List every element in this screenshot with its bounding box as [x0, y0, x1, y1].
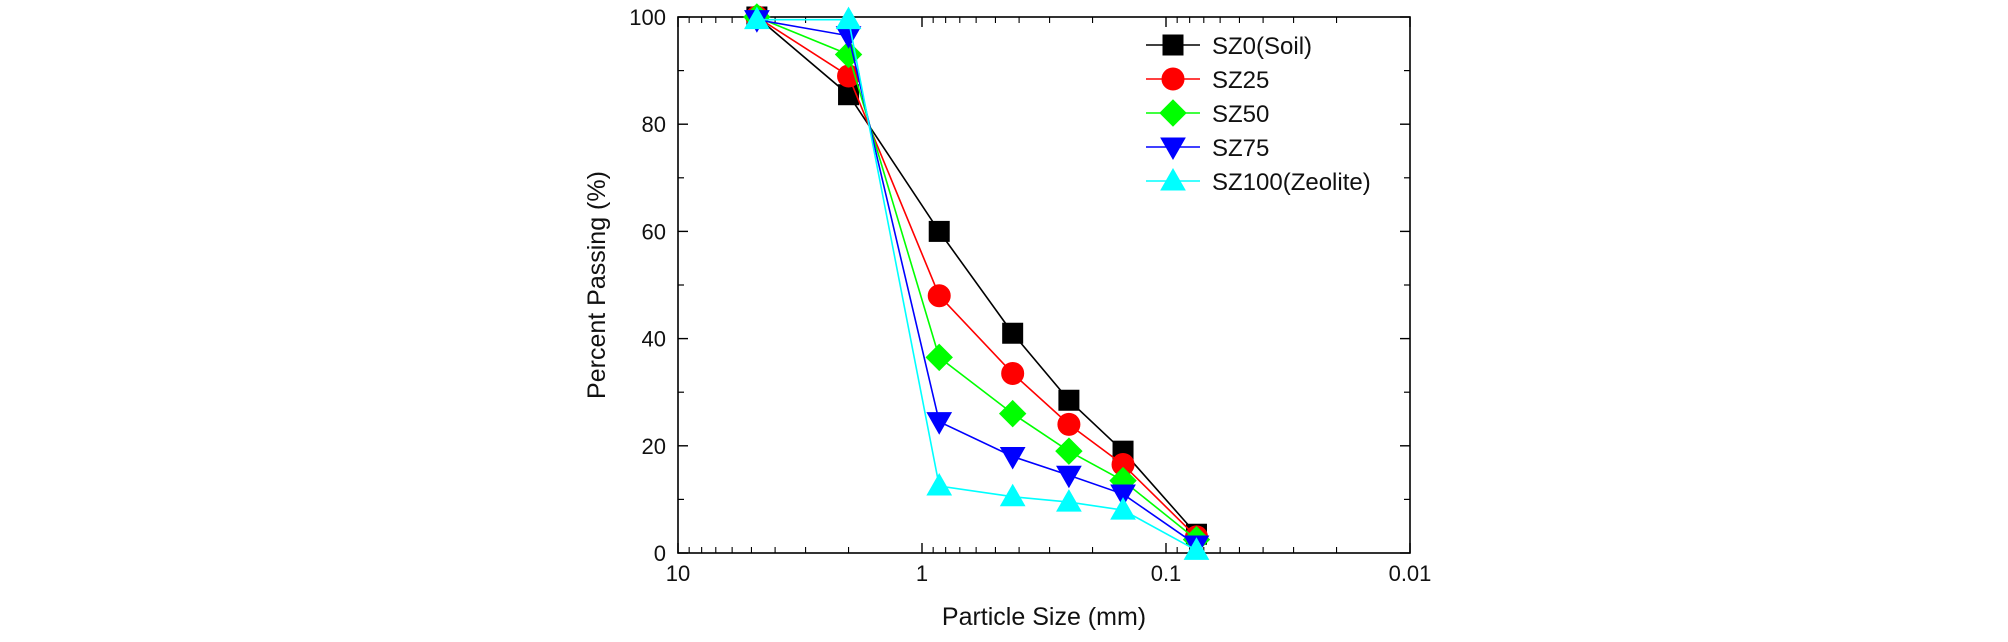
- data-point: [1055, 437, 1083, 465]
- series-group: [744, 6, 1210, 560]
- data-point: [926, 412, 953, 435]
- y-tick-label: 100: [629, 5, 666, 30]
- legend-label: SZ25: [1212, 67, 1269, 94]
- y-tick-label: 80: [642, 112, 666, 137]
- data-point: [1058, 389, 1080, 411]
- legend-marker: [1161, 67, 1185, 91]
- legend-marker: [1159, 99, 1187, 127]
- legend-label: SZ100(Zeolite): [1212, 169, 1371, 196]
- series-group: [744, 10, 1210, 558]
- y-tick-label: 40: [642, 327, 666, 352]
- legend-label: SZ75: [1212, 135, 1269, 162]
- data-point: [1057, 412, 1081, 436]
- data-point: [1056, 465, 1082, 489]
- data-point: [927, 284, 951, 308]
- y-tick-label: 20: [642, 434, 666, 459]
- x-tick-label: 0.1: [1151, 561, 1182, 586]
- data-point: [1002, 322, 1024, 344]
- series-group: [746, 6, 1207, 545]
- data-point: [1110, 484, 1136, 508]
- data-point: [744, 6, 770, 30]
- x-axis-title: Particle Size (mm): [942, 603, 1146, 631]
- y-tick-label: 60: [642, 219, 666, 244]
- data-point: [1056, 489, 1082, 512]
- data-point: [925, 343, 953, 372]
- data-point: [926, 472, 953, 496]
- legend-marker: [1160, 137, 1186, 161]
- y-tick-label: 0: [654, 541, 666, 566]
- data-point: [1110, 497, 1136, 520]
- legend-marker: [1160, 167, 1186, 191]
- plot-frame: [677, 16, 1411, 554]
- series-layer: [743, 3, 1211, 560]
- data-point: [999, 483, 1026, 507]
- legend-label: SZ50: [1212, 101, 1269, 128]
- x-tick-label: 0.01: [1389, 561, 1432, 586]
- data-point: [1183, 537, 1210, 560]
- x-axis-ticks: 10 1 0.1 0.01: [666, 17, 1432, 586]
- legend-marker: [1162, 34, 1184, 56]
- data-point: [835, 6, 862, 30]
- y-axis-ticks: 0 20 40 60 80 100: [629, 5, 1410, 566]
- data-point: [928, 220, 950, 242]
- legend-label: SZ0(Soil): [1212, 33, 1312, 60]
- legend: SZ0(Soil) SZ25 SZ50 SZ75 SZ100(Zeolite): [1146, 33, 1371, 196]
- data-point: [1001, 361, 1025, 385]
- x-tick-label: 10: [666, 561, 690, 586]
- data-point: [998, 399, 1027, 428]
- data-point: [999, 447, 1026, 470]
- series-group: [745, 5, 1208, 549]
- data-point: [835, 26, 862, 49]
- y-axis-title: Percent Passing (%): [583, 171, 611, 399]
- x-tick-label: 1: [916, 561, 928, 586]
